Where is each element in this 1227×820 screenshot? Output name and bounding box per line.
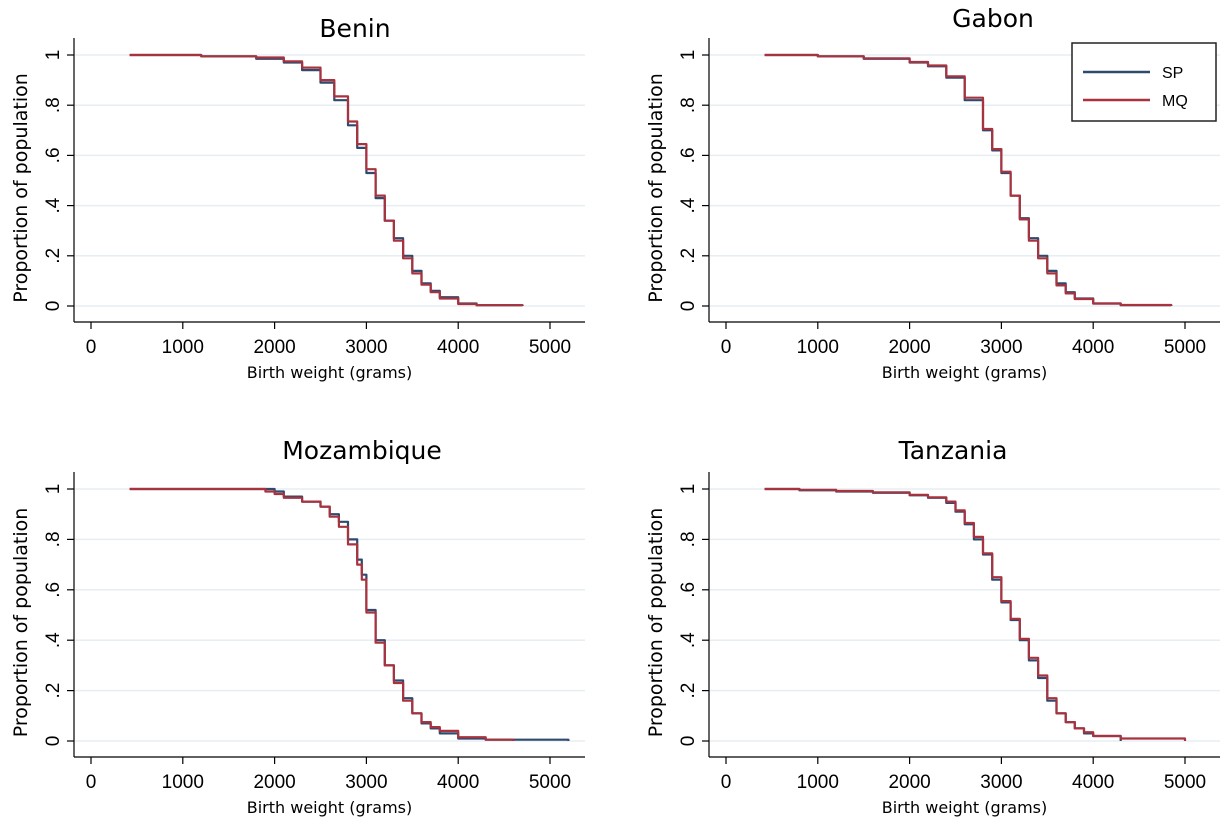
y-tick-label: 0 [678, 301, 699, 312]
series-line-mq [764, 53, 1173, 307]
x-tick-label: 2000 [253, 337, 295, 358]
chart-title: Benin [319, 14, 390, 43]
x-tick-label: 1000 [162, 337, 204, 358]
series-line-mq [129, 53, 524, 307]
x-tick-label: 5000 [529, 772, 571, 793]
y-tick-label: .4 [678, 197, 699, 213]
x-tick-label: 5000 [529, 337, 571, 358]
y-tick-label: .8 [678, 531, 699, 547]
y-tick-label: 1 [678, 484, 699, 495]
legend-label-sp: SP [1162, 65, 1183, 82]
y-tick-label: .2 [43, 683, 64, 699]
legend-box [1071, 42, 1217, 122]
chart-panel-mozambique: Mozambique 0 .2 .4 .6 .8 1 0 1000 2000 3000 4000 500… [10, 436, 585, 817]
chart-title: Gabon [952, 4, 1034, 33]
y-tick-label: .4 [43, 632, 64, 648]
y-tick-label: .6 [43, 147, 64, 163]
y-tick-label: .6 [678, 582, 699, 598]
series-line-mq [129, 487, 515, 741]
x-tick-label: 3000 [345, 772, 387, 793]
x-tick-label: 4000 [437, 337, 479, 358]
y-tick-label: 1 [43, 484, 64, 495]
legend-label-mq: MQ [1162, 93, 1188, 110]
chart-title: Tanzania [898, 436, 1008, 465]
y-tick-label: .2 [678, 248, 699, 264]
y-tick-label: .2 [43, 248, 64, 264]
x-axis-label: Birth weight (grams) [882, 798, 1047, 817]
x-axis-label: Birth weight (grams) [247, 363, 412, 382]
x-tick-label: 3000 [345, 337, 387, 358]
x-tick-label: 1000 [797, 772, 839, 793]
y-tick-label: .6 [43, 582, 64, 598]
chart-panel-benin: Benin 0 .2 .4 .6 .8 1 0 1000 2000 3000 4000 5000 Birt… [10, 14, 585, 382]
y-tick-label: 0 [43, 736, 64, 747]
y-tick-label: 1 [678, 50, 699, 61]
x-axis-label: Birth weight (grams) [247, 798, 412, 817]
x-tick-label: 4000 [437, 772, 479, 793]
x-tick-label: 5000 [1164, 772, 1206, 793]
x-tick-label: 0 [721, 337, 732, 358]
y-tick-label: .8 [678, 97, 699, 113]
x-axis-label: Birth weight (grams) [882, 363, 1047, 382]
y-tick-label: .6 [678, 147, 699, 163]
x-tick-label: 2000 [253, 772, 295, 793]
y-axis-label: Proportion of population [10, 508, 32, 738]
x-tick-label: 0 [86, 337, 97, 358]
series-line-mq [764, 487, 1187, 741]
chart-panel-gabon: Gabon 0 .2 .4 .6 .8 1 0 1000 2000 3000 4000 5000 Birt… [645, 4, 1220, 382]
x-tick-label: 1000 [162, 772, 204, 793]
y-axis-label: Proportion of population [645, 73, 667, 303]
y-tick-label: .4 [43, 197, 64, 213]
x-tick-label: 4000 [1072, 772, 1114, 793]
x-tick-label: 3000 [980, 337, 1022, 358]
y-axis-label: Proportion of population [10, 73, 32, 303]
y-tick-label: .8 [43, 531, 64, 547]
x-tick-label: 4000 [1072, 337, 1114, 358]
y-axis-label: Proportion of population [645, 508, 667, 738]
chart-panel-tanzania: Tanzania 0 .2 .4 .6 .8 1 0 1000 2000 3000 4000 5000 B… [645, 436, 1220, 817]
y-tick-label: .8 [43, 97, 64, 113]
x-tick-label: 5000 [1164, 337, 1206, 358]
x-tick-label: 3000 [980, 772, 1022, 793]
y-tick-label: .4 [678, 632, 699, 648]
x-tick-label: 0 [86, 772, 97, 793]
x-tick-label: 0 [721, 772, 732, 793]
series-line-sp [129, 53, 524, 307]
y-tick-label: 0 [43, 301, 64, 312]
x-tick-label: 1000 [797, 337, 839, 358]
series-line-sp [764, 487, 1122, 741]
y-tick-label: 1 [43, 50, 64, 61]
x-tick-label: 2000 [888, 337, 930, 358]
legend: SP MQ [1071, 42, 1217, 122]
y-tick-label: .2 [678, 683, 699, 699]
x-tick-label: 2000 [888, 772, 930, 793]
chart-title: Mozambique [282, 436, 442, 465]
y-tick-label: 0 [678, 736, 699, 747]
